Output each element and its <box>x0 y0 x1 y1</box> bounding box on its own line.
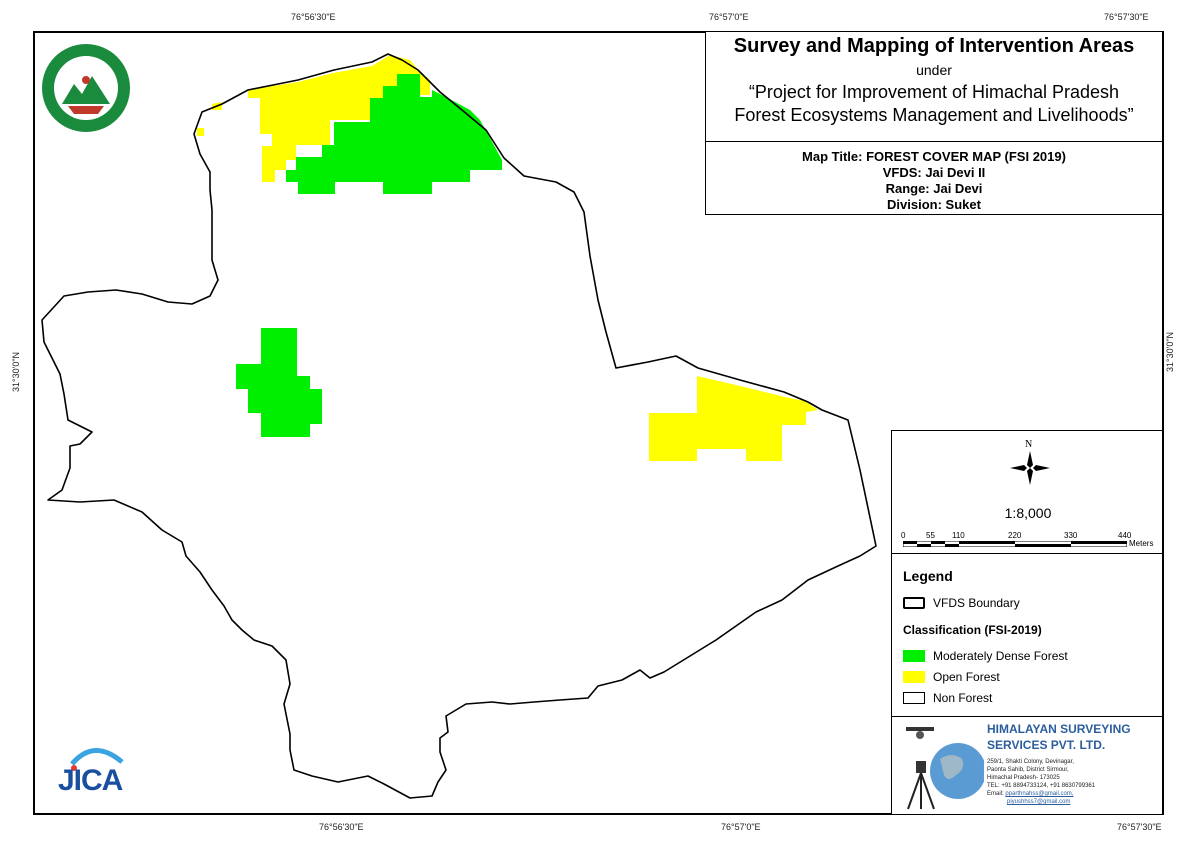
north-label: N <box>1025 439 1033 450</box>
legend-row-moderately-dense: Moderately Dense Forest <box>903 648 1068 664</box>
company-address-line1: 259/1, Shakti Colony, Devinagar, <box>987 759 1074 765</box>
graticule-top-1: 76°56'30"E <box>291 12 336 22</box>
company-email-label: Email: <box>987 791 1004 797</box>
legend-title: Legend <box>903 568 953 584</box>
division-name: Division: Suket <box>887 197 981 212</box>
legend-swatch-moderately-dense <box>903 650 925 662</box>
company-email-2[interactable]: piyushhss7@gmail.com <box>1007 799 1071 805</box>
scale-tick-110: 110 <box>952 531 965 540</box>
jica-wordmark: JICA <box>58 764 123 797</box>
title-project-line2: Forest Ecosystems Management and Livelih… <box>734 105 1134 125</box>
company-tel: TEL: +91 8894733124, +91 8630799361 <box>987 783 1096 789</box>
graticule-right: 31°30'0"N <box>1165 331 1176 373</box>
surveying-logo-icon <box>906 727 984 810</box>
graticule-top-3: 76°57'30"E <box>1104 12 1149 22</box>
scale-tick-440: 440 <box>1118 531 1132 540</box>
legend-row-open-forest: Open Forest <box>903 669 1000 685</box>
scale-unit: Meters <box>1129 539 1154 548</box>
graticule-top-2: 76°57'0"E <box>709 12 749 22</box>
title-project-line1: “Project for Improvement of Himachal Pra… <box>748 82 1120 102</box>
graticule-bottom-3: 76°57'30"E <box>1117 822 1162 832</box>
legend-row-non-forest: Non Forest <box>903 690 992 706</box>
vfds-name: VFDS: Jai Devi II <box>882 165 986 180</box>
vfds-boundary <box>41 53 877 799</box>
company-address: 259/1, Shakti Colony, Devinagar, Paonta … <box>987 758 1095 806</box>
title-under: under <box>916 62 952 78</box>
title-panel: Survey and Mapping of Intervention Areas… <box>705 31 1163 142</box>
legend-row-boundary: VFDS Boundary <box>903 595 1020 611</box>
legend-label-open-forest: Open Forest <box>933 670 1000 684</box>
graticule-bottom-2: 76°57'0"E <box>721 822 761 832</box>
jica-swoosh-icon <box>70 748 124 771</box>
scale-tick-220: 220 <box>1008 531 1022 540</box>
scale-panel: N 1:8,000 0 55 110 220 330 440 Meters <box>891 430 1163 554</box>
legend-swatch-boundary <box>903 597 925 609</box>
graticule-left: 31°30'0"N <box>11 351 22 393</box>
scale-tick-55: 55 <box>926 531 935 540</box>
scale-tick-0: 0 <box>901 531 906 540</box>
legend-label-non-forest: Non Forest <box>933 691 993 705</box>
forest-department-logo <box>42 44 130 132</box>
title-main: Survey and Mapping of Intervention Areas <box>733 35 1135 57</box>
open-forest-patch-east <box>649 376 818 461</box>
open-forest-patch-north <box>197 128 204 136</box>
company-panel: HIMALAYAN SURVEYING SERVICES PVT. LTD. 2… <box>891 716 1163 815</box>
company-name-line2: SERVICES PVT. LTD. <box>987 738 1106 752</box>
moderately-dense-patch-north <box>286 74 502 194</box>
legend-label-moderately-dense: Moderately Dense Forest <box>933 649 1068 663</box>
company-email-1[interactable]: pparthnahss@gmail.com, <box>1005 791 1074 797</box>
company-address-line2: Paonta Sahib, District Sirmour, <box>987 767 1069 773</box>
company-name-line1: HIMALAYAN SURVEYING <box>987 722 1131 736</box>
scale-bar <box>903 541 1127 547</box>
graticule-bottom-1: 76°56'30"E <box>319 822 364 832</box>
jica-logo: JICA <box>54 744 134 808</box>
map-info-panel: Map Title: FOREST COVER MAP (FSI 2019) V… <box>705 141 1163 215</box>
moderately-dense-patch-west <box>236 328 322 437</box>
company-address-line3: Himachal Pradesh- 173025 <box>987 775 1060 781</box>
range-name: Range: Jai Devi <box>885 181 983 196</box>
legend-swatch-open-forest <box>903 671 925 683</box>
legend-label-boundary: VFDS Boundary <box>933 596 1020 610</box>
map-frame <box>33 31 1164 815</box>
scale-ratio: 1:8,000 <box>1004 505 1052 521</box>
company-name: HIMALAYAN SURVEYING SERVICES PVT. LTD. <box>987 721 1131 753</box>
map-title: Map Title: FOREST COVER MAP (FSI 2019) <box>802 149 1066 164</box>
legend-classification-title: Classification (FSI-2019) <box>903 623 1042 637</box>
legend-panel: Legend VFDS Boundary Classification (FSI… <box>891 553 1163 717</box>
map-canvas[interactable] <box>33 31 1164 815</box>
legend-swatch-non-forest <box>903 692 925 704</box>
scale-tick-330: 330 <box>1064 531 1078 540</box>
north-arrow-icon <box>1010 451 1050 485</box>
